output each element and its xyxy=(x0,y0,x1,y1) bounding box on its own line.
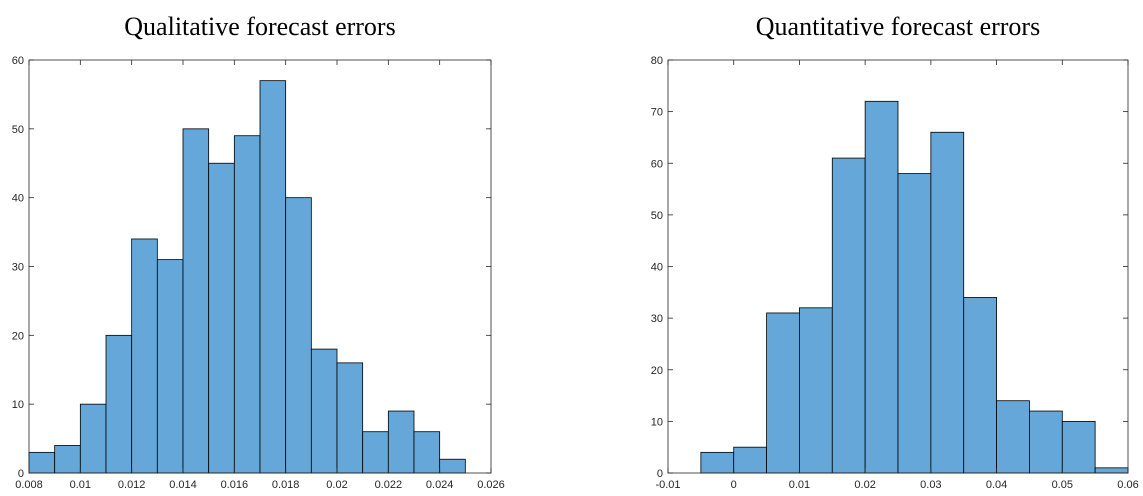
x-tick-label: -0.01 xyxy=(655,479,680,491)
bar xyxy=(766,312,800,474)
bar xyxy=(387,410,415,474)
x-tick-label: 0.01 xyxy=(789,479,810,491)
x-tick-label: 0.012 xyxy=(118,479,146,491)
y-tick-label: 60 xyxy=(651,158,663,170)
y-tick-label: 20 xyxy=(651,365,663,377)
y-tick-label: 40 xyxy=(12,193,24,205)
x-tick-label: 0.02 xyxy=(326,479,347,491)
x-tick-label: 0.018 xyxy=(272,479,300,491)
x-tick-label: 0.024 xyxy=(426,479,454,491)
bar xyxy=(897,173,932,474)
bar xyxy=(700,451,735,474)
bar xyxy=(310,348,338,474)
y-tick-label: 50 xyxy=(651,210,663,222)
bar xyxy=(54,445,81,474)
bar xyxy=(336,362,364,474)
bar xyxy=(963,297,997,474)
bar xyxy=(864,100,899,474)
y-tick-label: 0 xyxy=(657,468,663,480)
x-tick-label: 0.02 xyxy=(854,479,875,491)
bar xyxy=(79,403,107,474)
bar xyxy=(733,446,767,474)
y-tick-label: 0 xyxy=(18,468,24,480)
bar xyxy=(285,197,312,474)
y-tick-label: 70 xyxy=(651,107,663,119)
x-tick-label: 0.03 xyxy=(920,479,941,491)
bar xyxy=(259,80,287,474)
bar xyxy=(182,128,210,474)
x-tick-label: 0.05 xyxy=(1052,479,1073,491)
x-tick-label: 0.014 xyxy=(169,479,197,491)
y-tick-label: 50 xyxy=(12,124,24,136)
bar xyxy=(930,131,965,474)
y-tick-label: 10 xyxy=(12,399,24,411)
x-tick-label: 0.026 xyxy=(477,479,505,491)
bar xyxy=(1061,420,1096,474)
y-tick-label: 40 xyxy=(651,262,663,274)
bar xyxy=(156,259,184,474)
x-tick-label: 0.022 xyxy=(375,479,403,491)
bar xyxy=(105,334,133,474)
bar xyxy=(439,458,466,474)
bar xyxy=(28,451,56,474)
chart-title: Qualitative forecast errors xyxy=(124,12,395,41)
x-tick-label: 0.06 xyxy=(1117,479,1138,491)
bar xyxy=(208,162,235,474)
bar xyxy=(362,431,389,474)
y-tick-label: 10 xyxy=(651,416,663,428)
x-tick-label: 0.016 xyxy=(221,479,249,491)
bar xyxy=(996,400,1030,474)
x-tick-label: 0.008 xyxy=(15,479,43,491)
y-tick-label: 60 xyxy=(12,55,24,67)
y-tick-label: 80 xyxy=(651,55,663,67)
x-tick-label: 0.04 xyxy=(986,479,1007,491)
bar xyxy=(413,431,441,474)
bar xyxy=(799,307,833,474)
bar xyxy=(1029,410,1063,474)
bar xyxy=(233,135,261,474)
bar xyxy=(1094,467,1129,474)
y-tick-label: 20 xyxy=(12,330,24,342)
y-tick-label: 30 xyxy=(651,313,663,325)
bar xyxy=(831,157,866,474)
x-tick-label: 0.01 xyxy=(70,479,91,491)
chart-title: Quantitative forecast errors xyxy=(756,12,1040,41)
bar xyxy=(131,238,158,474)
x-tick-label: 0 xyxy=(731,479,737,491)
y-tick-label: 30 xyxy=(12,262,24,274)
